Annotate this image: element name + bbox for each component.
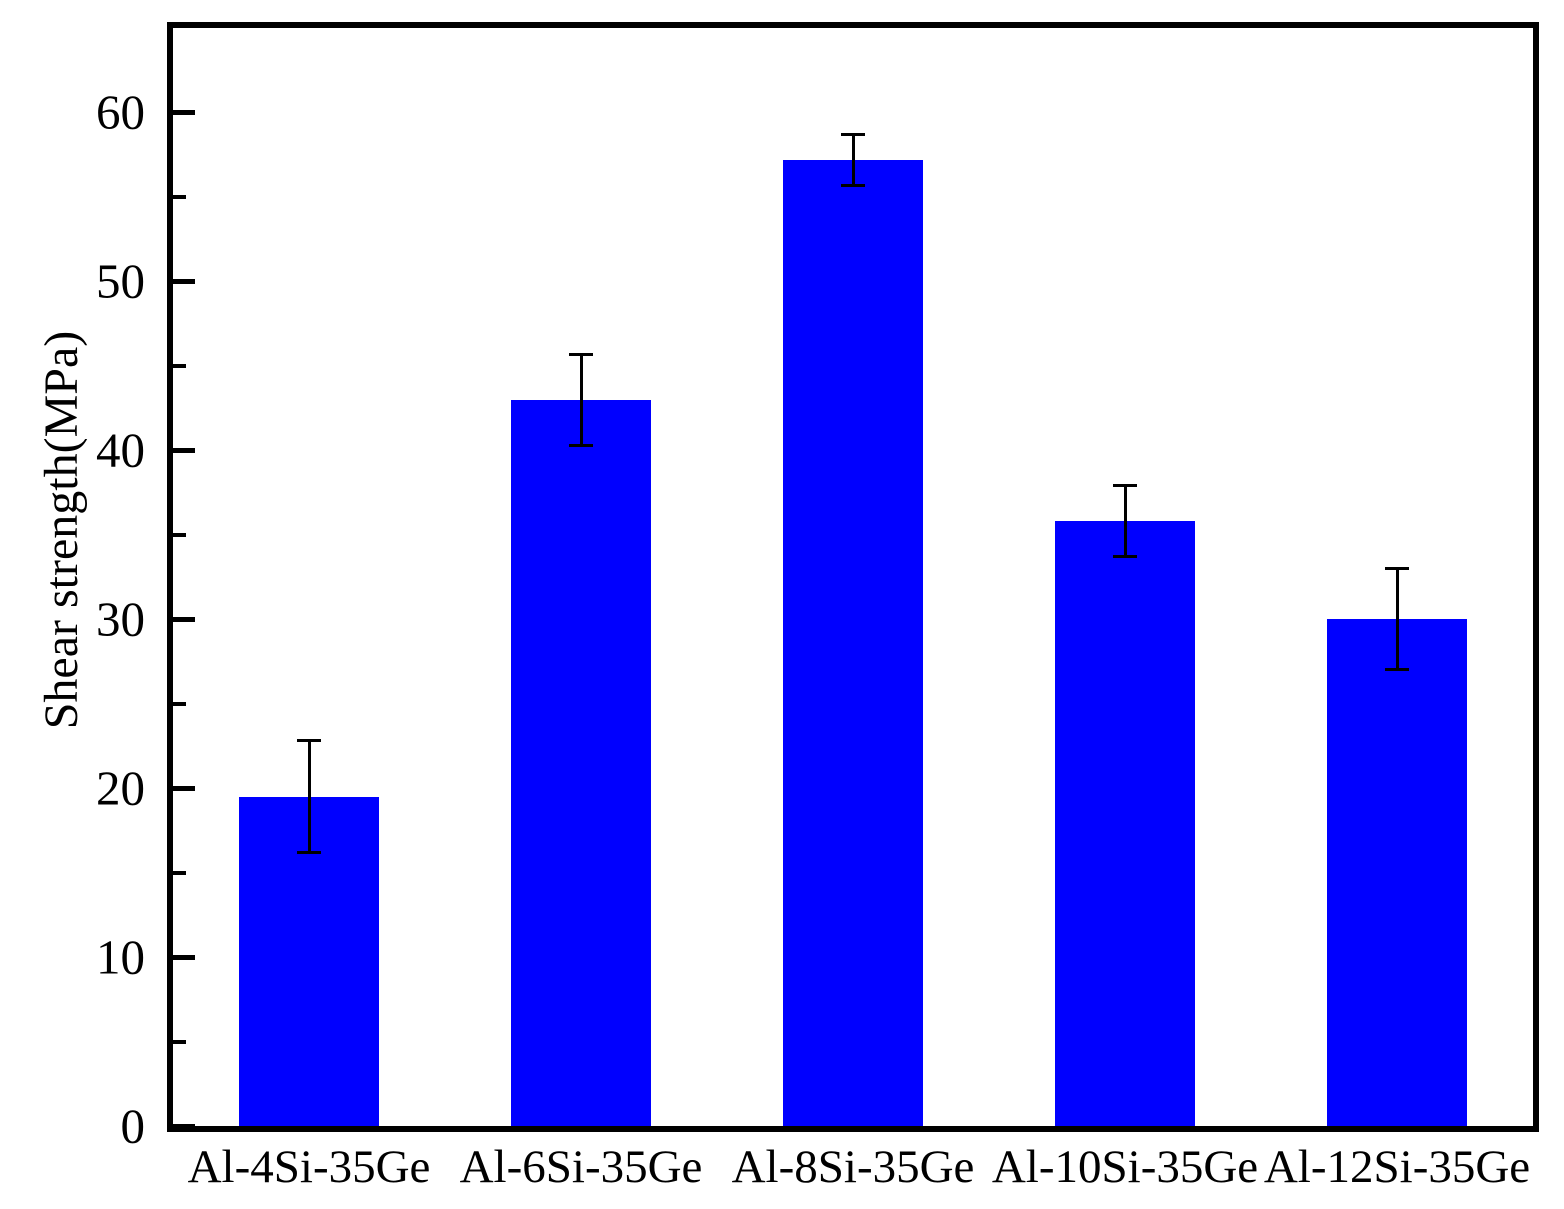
error-bar: [307, 740, 311, 853]
error-bar-cap-top: [1385, 567, 1409, 571]
y-minor-tick: [173, 194, 186, 199]
y-tick-label: 0: [120, 1098, 146, 1154]
bar: [783, 159, 923, 1126]
error-bar: [1395, 568, 1399, 670]
error-bar-cap-top: [841, 132, 865, 136]
x-category-label: Al-10Si-35Ge: [991, 1141, 1259, 1193]
error-bar-cap-top: [297, 739, 321, 743]
bar: [1327, 619, 1467, 1126]
error-bar: [1123, 485, 1127, 557]
y-minor-tick: [173, 870, 186, 875]
error-bar-cap-bottom: [841, 183, 865, 187]
y-minor-tick: [173, 701, 186, 706]
y-major-tick: [173, 278, 195, 284]
x-category-label: Al-4Si-35Ge: [187, 1141, 431, 1193]
error-bar-cap-top: [1113, 484, 1137, 488]
y-major-tick: [173, 1123, 195, 1129]
y-major-tick: [173, 785, 195, 791]
y-tick-label: 30: [96, 591, 145, 647]
y-major-tick: [173, 447, 195, 453]
bar: [511, 399, 651, 1126]
y-major-tick: [173, 616, 195, 622]
y-minor-tick: [173, 363, 186, 368]
error-bar-cap-bottom: [297, 850, 321, 854]
x-category-label: Al-6Si-35Ge: [459, 1141, 703, 1193]
error-bar: [851, 134, 855, 186]
bar: [1055, 521, 1195, 1126]
error-bar-cap-top: [569, 352, 593, 356]
y-minor-tick: [173, 532, 186, 537]
y-tick-label: 40: [96, 422, 145, 478]
y-tick-label: 60: [96, 84, 145, 140]
y-tick-label: 20: [96, 760, 145, 816]
y-major-tick: [173, 954, 195, 960]
y-tick-label: 50: [96, 253, 145, 309]
y-minor-tick: [173, 1039, 186, 1044]
error-bar-cap-bottom: [1385, 668, 1409, 672]
error-bar-cap-bottom: [569, 443, 593, 447]
error-bar-cap-bottom: [1113, 555, 1137, 559]
y-axis-title: Shear strength(MPa): [35, 330, 88, 730]
y-tick-label: 10: [96, 929, 145, 985]
error-bar: [579, 354, 583, 446]
x-category-label: Al-12Si-35Ge: [1263, 1141, 1531, 1193]
y-major-tick: [173, 109, 195, 115]
x-category-label: Al-8Si-35Ge: [731, 1141, 975, 1193]
